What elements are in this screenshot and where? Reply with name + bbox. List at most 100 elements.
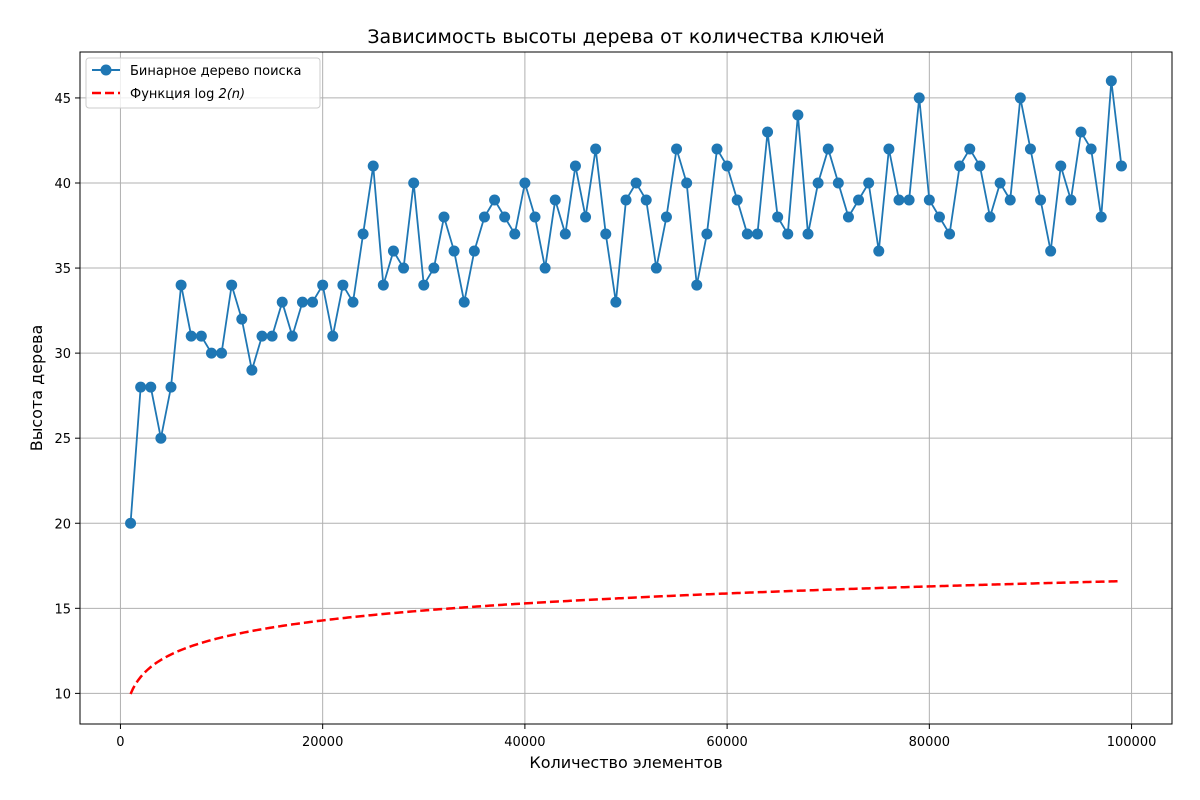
data-point xyxy=(984,211,996,223)
data-point xyxy=(256,330,268,342)
data-point xyxy=(408,177,420,189)
data-point xyxy=(509,228,521,240)
legend-label-log-func: log xyxy=(195,87,215,102)
data-point xyxy=(832,177,844,189)
data-point xyxy=(630,177,642,189)
data-point xyxy=(428,262,440,274)
legend-label-bst: Бинарное дерево поиска xyxy=(130,64,302,79)
data-point xyxy=(286,330,298,342)
plot-frame xyxy=(79,51,1173,725)
plot-series xyxy=(125,75,1127,695)
data-point xyxy=(236,313,248,325)
data-point xyxy=(762,126,774,138)
data-point xyxy=(873,245,885,257)
x-axis-title: Количество элементов xyxy=(529,753,722,772)
series-line-log2 xyxy=(129,579,1122,695)
data-point xyxy=(1115,160,1127,172)
legend-label-log-arg: 2(n) xyxy=(218,87,245,102)
data-point xyxy=(226,279,238,291)
data-point xyxy=(903,194,915,206)
data-point xyxy=(307,296,319,308)
data-point xyxy=(964,143,976,155)
y-tick-label: 40 xyxy=(54,177,71,192)
data-point xyxy=(792,109,804,121)
data-point xyxy=(1085,143,1097,155)
x-tick-label: 60000 xyxy=(706,735,747,750)
data-point xyxy=(944,228,956,240)
data-point xyxy=(489,194,501,206)
data-point xyxy=(125,517,137,529)
data-point xyxy=(175,279,187,291)
data-point xyxy=(691,279,703,291)
data-point xyxy=(559,228,571,240)
data-point xyxy=(741,228,753,240)
legend-label-log: Функция log 2(n) xyxy=(130,87,245,102)
data-point xyxy=(347,296,359,308)
data-point xyxy=(1055,160,1067,172)
grid xyxy=(80,52,1172,724)
data-point xyxy=(1095,211,1107,223)
data-point xyxy=(296,296,308,308)
data-point xyxy=(802,228,814,240)
data-point xyxy=(660,211,672,223)
legend-marker-bst xyxy=(100,64,112,76)
data-point xyxy=(1075,126,1087,138)
data-point xyxy=(681,177,693,189)
data-point xyxy=(438,211,450,223)
data-point xyxy=(711,143,723,155)
x-tick-label: 20000 xyxy=(302,735,343,750)
data-point xyxy=(650,262,662,274)
data-point xyxy=(751,228,763,240)
data-point xyxy=(721,160,733,172)
data-point xyxy=(822,143,834,155)
y-tick-label: 35 xyxy=(54,262,71,277)
data-point xyxy=(185,330,197,342)
data-point xyxy=(772,211,784,223)
x-tick-label: 40000 xyxy=(504,735,545,750)
data-point xyxy=(913,92,925,104)
y-tick-label: 30 xyxy=(54,347,71,362)
x-tick-label: 0 xyxy=(116,735,124,750)
data-point xyxy=(529,211,541,223)
data-point xyxy=(640,194,652,206)
data-point xyxy=(954,160,966,172)
data-point xyxy=(478,211,490,223)
data-point xyxy=(539,262,551,274)
data-point xyxy=(620,194,632,206)
data-point xyxy=(933,211,945,223)
data-point xyxy=(155,432,167,444)
data-point xyxy=(863,177,875,189)
legend-box xyxy=(85,57,321,109)
data-point xyxy=(893,194,905,206)
data-point xyxy=(1045,245,1057,257)
data-point xyxy=(195,330,207,342)
data-point xyxy=(448,245,460,257)
data-point xyxy=(731,194,743,206)
data-point xyxy=(327,330,339,342)
y-tick-label: 45 xyxy=(54,92,71,107)
data-point xyxy=(923,194,935,206)
y-tick-label: 25 xyxy=(54,432,71,447)
data-point xyxy=(701,228,713,240)
data-point xyxy=(205,347,217,359)
data-point xyxy=(600,228,612,240)
data-point xyxy=(671,143,683,155)
y-tick-label: 15 xyxy=(54,602,71,617)
data-point xyxy=(994,177,1006,189)
legend-label-log-prefix: Функция xyxy=(130,87,190,102)
data-point xyxy=(580,211,592,223)
x-tick-label: 100000 xyxy=(1107,735,1157,750)
x-tick-label: 80000 xyxy=(909,735,950,750)
legend: Бинарное дерево поиска Функция log 2(n) xyxy=(85,57,321,109)
data-point xyxy=(266,330,278,342)
data-point xyxy=(569,160,581,172)
data-point xyxy=(1035,194,1047,206)
data-point xyxy=(377,279,389,291)
data-point xyxy=(782,228,794,240)
data-point xyxy=(883,143,895,155)
data-point xyxy=(468,245,480,257)
data-point xyxy=(246,364,258,376)
data-point xyxy=(590,143,602,155)
y-tick-label: 10 xyxy=(54,687,71,702)
